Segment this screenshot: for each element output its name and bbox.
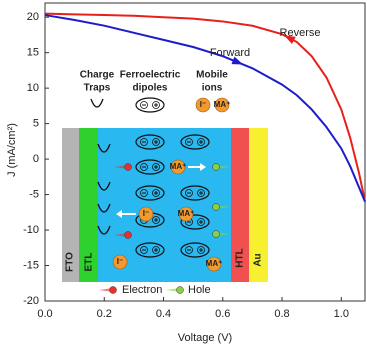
drift-arrow-head bbox=[116, 210, 122, 218]
y-tick-label: -20 bbox=[23, 295, 39, 307]
dipole-pole bbox=[185, 246, 193, 254]
dipole bbox=[180, 185, 210, 201]
layer-label: HTL bbox=[235, 248, 246, 267]
dipole-pole bbox=[152, 246, 160, 254]
carrier bbox=[212, 203, 220, 211]
scan-arrow bbox=[231, 56, 244, 65]
fto-layer bbox=[62, 128, 79, 282]
y-tick-label: 5 bbox=[33, 118, 39, 130]
dipole-pole bbox=[197, 189, 205, 197]
ion bbox=[138, 206, 154, 222]
dipole-pole bbox=[185, 189, 193, 197]
inset-header: Ferroelectric bbox=[120, 70, 181, 81]
dipole-pole bbox=[140, 246, 148, 254]
series-label: Reverse bbox=[280, 27, 321, 39]
trap-icon bbox=[90, 98, 104, 108]
x-tick-label: 0.0 bbox=[37, 308, 52, 320]
y-axis-label: J (mA/cm²) bbox=[6, 123, 18, 177]
ion-label: MA⁺ bbox=[178, 209, 195, 218]
trap-icon bbox=[97, 225, 111, 235]
x-tick-label: 0.6 bbox=[215, 308, 230, 320]
ion-label: MA⁺ bbox=[206, 259, 223, 268]
x-tick-label: 1.0 bbox=[334, 308, 349, 320]
dipole-pole bbox=[152, 189, 160, 197]
dipole-pole bbox=[152, 101, 160, 109]
inset-header: dipoles bbox=[132, 83, 167, 94]
dipole-pole bbox=[140, 138, 148, 146]
scan-arrow bbox=[284, 35, 296, 44]
series-line bbox=[44, 12, 366, 202]
dipole bbox=[135, 159, 165, 175]
x-axis-label: Voltage (V) bbox=[178, 332, 232, 344]
carrier bbox=[124, 231, 132, 239]
ion-label: MA⁺ bbox=[214, 100, 231, 109]
ion bbox=[170, 159, 186, 175]
dipole bbox=[135, 242, 165, 258]
inset-header: Charge bbox=[80, 70, 115, 81]
x-tick-label: 0.4 bbox=[156, 308, 171, 320]
etl-layer bbox=[79, 128, 98, 282]
legend-label: Electron bbox=[122, 284, 162, 296]
ion bbox=[206, 256, 222, 272]
carrier bbox=[124, 163, 132, 171]
carrier bbox=[212, 163, 220, 171]
dipole-pole bbox=[197, 246, 205, 254]
layer-label: FTO bbox=[65, 252, 76, 272]
ion-label: I⁻ bbox=[143, 209, 149, 218]
dipole bbox=[180, 134, 210, 150]
dipole bbox=[180, 214, 210, 230]
inset-header: ions bbox=[202, 83, 223, 94]
trap-icon bbox=[97, 203, 111, 213]
legend-label: Hole bbox=[188, 284, 211, 296]
dipole-pole bbox=[152, 163, 160, 171]
ion bbox=[195, 97, 211, 113]
y-tick-label: -10 bbox=[23, 224, 39, 236]
layer-label: ETL bbox=[84, 253, 95, 272]
ion bbox=[178, 206, 194, 222]
ion bbox=[214, 97, 230, 113]
inset-header: Traps bbox=[84, 83, 111, 94]
carrier bbox=[109, 286, 117, 294]
y-tick-label: 10 bbox=[27, 82, 39, 94]
htl-layer bbox=[231, 128, 249, 282]
inset-header: Mobile bbox=[196, 70, 228, 81]
dipole-pole bbox=[140, 189, 148, 197]
ion-label: I⁻ bbox=[117, 257, 123, 266]
series-line bbox=[44, 14, 366, 203]
ion-label: I⁻ bbox=[200, 100, 206, 109]
dipole-pole bbox=[197, 218, 205, 226]
dipole-pole bbox=[197, 138, 205, 146]
y-tick-label: 15 bbox=[27, 47, 39, 59]
ion bbox=[112, 254, 128, 270]
dipole bbox=[135, 97, 165, 113]
dipole-pole bbox=[152, 216, 160, 224]
layer-label: Au bbox=[253, 253, 264, 266]
trap-icon bbox=[97, 143, 111, 153]
y-tick-label: -15 bbox=[23, 259, 39, 271]
y-tick-label: 20 bbox=[27, 11, 39, 23]
carrier bbox=[212, 230, 220, 238]
dipole bbox=[135, 134, 165, 150]
plot-frame bbox=[44, 2, 366, 302]
dipole bbox=[135, 185, 165, 201]
series-label: Forward bbox=[210, 47, 250, 59]
drift-arrow-head bbox=[200, 163, 206, 171]
x-tick-label: 0.2 bbox=[97, 308, 112, 320]
trap-icon bbox=[97, 181, 111, 191]
dipole-pole bbox=[152, 138, 160, 146]
ion-label: MA⁺ bbox=[170, 162, 187, 171]
au-layer bbox=[249, 128, 268, 282]
x-tick-label: 0.8 bbox=[274, 308, 289, 320]
dipole-pole bbox=[140, 101, 148, 109]
dipole-pole bbox=[185, 138, 193, 146]
y-tick-label: -5 bbox=[29, 188, 39, 200]
dipole-pole bbox=[140, 163, 148, 171]
carrier bbox=[176, 286, 184, 294]
y-tick-label: 0 bbox=[33, 153, 39, 165]
dipole bbox=[180, 242, 210, 258]
